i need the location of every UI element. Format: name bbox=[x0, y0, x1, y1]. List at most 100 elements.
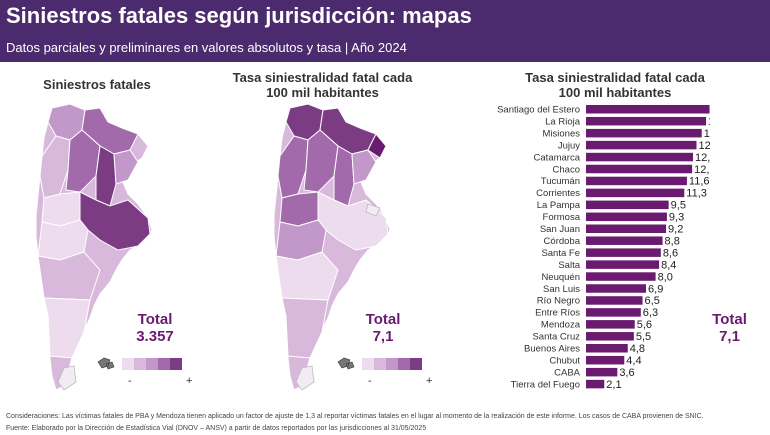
region-cordoba bbox=[65, 129, 101, 193]
legend-swatch bbox=[146, 358, 158, 370]
bar bbox=[586, 344, 628, 353]
value-label: 5,6 bbox=[637, 319, 652, 331]
category-label: Buenos Aires bbox=[524, 344, 580, 355]
footer-source: Fuente: Elaborado por la Dirección de Es… bbox=[6, 425, 427, 432]
rate-bar-chart: Santiago del Estero14,2La Rioja13,8Misio… bbox=[497, 105, 710, 391]
legend-minus: - bbox=[128, 375, 132, 387]
islands-icon bbox=[97, 357, 115, 370]
value-label: 11,3 bbox=[686, 188, 707, 200]
page-title: Siniestros fatales según jurisdicción: m… bbox=[6, 3, 472, 28]
value-label: 8,0 bbox=[658, 271, 673, 283]
category-label: Río Negro bbox=[537, 296, 580, 307]
legend-plus: + bbox=[186, 375, 192, 387]
islands-icon bbox=[337, 357, 355, 370]
legend-plus: + bbox=[426, 375, 432, 387]
category-label: Tierra del Fuego bbox=[511, 379, 580, 390]
category-label: Santa Fe bbox=[541, 248, 580, 259]
region-entrerios bbox=[113, 149, 139, 185]
map1-title: Siniestros fatales bbox=[43, 77, 151, 92]
category-label: San Juan bbox=[540, 224, 580, 235]
bar bbox=[586, 224, 667, 233]
bar bbox=[586, 284, 647, 293]
legend-minus: - bbox=[368, 375, 372, 387]
category-label: La Pampa bbox=[537, 200, 581, 211]
value-label: 3,6 bbox=[619, 367, 634, 379]
value-label: 8,4 bbox=[661, 259, 676, 271]
legend-swatch bbox=[158, 358, 170, 370]
region-cordoba bbox=[303, 129, 339, 193]
region-lapampa bbox=[279, 191, 319, 227]
value-label: 13,3 bbox=[704, 128, 710, 140]
bar bbox=[586, 188, 685, 198]
value-label: 9,2 bbox=[668, 224, 683, 236]
bar bbox=[586, 367, 618, 377]
category-label: Tucumán bbox=[541, 176, 580, 187]
category-label: Santa Cruz bbox=[532, 332, 580, 343]
page-subtitle: Datos parciales y preliminares en valore… bbox=[6, 40, 407, 55]
region-tierradelfuego bbox=[295, 365, 315, 391]
map2-total-value: 7,1 bbox=[372, 328, 394, 345]
category-label: Misiones bbox=[543, 128, 581, 139]
bar bbox=[586, 128, 702, 138]
bar bbox=[586, 260, 660, 269]
map2-title: Tasa siniestralidad fatal cada 100 mil h… bbox=[215, 70, 430, 100]
bar bbox=[586, 296, 643, 305]
map1-total-value: 3.357 bbox=[136, 328, 174, 345]
bar-chart-title: Tasa siniestralidad fatal cada 100 mil h… bbox=[500, 70, 730, 100]
category-label: Santiago del Estero bbox=[497, 105, 580, 116]
category-label: Neuquén bbox=[541, 272, 580, 283]
category-label: La Rioja bbox=[545, 116, 581, 127]
value-label: 4,4 bbox=[626, 355, 641, 367]
bar bbox=[586, 105, 710, 114]
bar bbox=[586, 176, 687, 186]
legend-swatch bbox=[410, 358, 422, 370]
value-label: 6,3 bbox=[643, 307, 658, 319]
value-label: 9,3 bbox=[669, 212, 684, 224]
bar-chart-title-line1: Tasa siniestralidad fatal cada bbox=[525, 70, 705, 85]
map2-argentina-rate bbox=[273, 103, 391, 391]
category-label: Formosa bbox=[543, 212, 581, 223]
category-label: San Luis bbox=[543, 284, 580, 295]
category-label: Jujuy bbox=[558, 140, 580, 151]
bar-total-value: 7,1 bbox=[719, 328, 740, 345]
bar bbox=[586, 152, 694, 162]
region-caba bbox=[365, 203, 381, 217]
bar bbox=[586, 379, 605, 389]
category-label: Chubut bbox=[549, 355, 580, 366]
region-tierradelfuego bbox=[57, 365, 77, 391]
legend-swatch bbox=[170, 358, 182, 370]
bar bbox=[586, 272, 656, 281]
map1-total-label: Total bbox=[137, 311, 173, 328]
bar bbox=[586, 355, 625, 365]
map1-argentina-fatalities bbox=[35, 103, 153, 391]
bar-total-label: Total bbox=[712, 311, 747, 328]
legend-swatch bbox=[374, 358, 386, 370]
bar-chart-title-line2: 100 mil habitantes bbox=[558, 85, 672, 100]
bar bbox=[586, 308, 641, 317]
map2-legend: - + bbox=[337, 357, 432, 387]
value-label: 12,3 bbox=[695, 152, 710, 164]
legend-swatch bbox=[134, 358, 146, 370]
legend-swatch bbox=[398, 358, 410, 370]
value-label: 4,8 bbox=[630, 343, 645, 355]
legend-swatch bbox=[122, 358, 134, 370]
value-label: 12,2 bbox=[694, 164, 710, 176]
value-label: 9,5 bbox=[671, 200, 686, 212]
value-label: 6,9 bbox=[648, 283, 663, 295]
bar bbox=[586, 248, 661, 257]
region-santacruz bbox=[281, 297, 329, 359]
region-lapampa bbox=[41, 191, 81, 227]
bar bbox=[586, 140, 697, 150]
region-cuyo bbox=[39, 135, 71, 199]
legend-swatch bbox=[362, 358, 374, 370]
bar bbox=[586, 200, 669, 210]
value-label: 2,1 bbox=[606, 379, 621, 391]
value-label: 8,8 bbox=[665, 235, 680, 247]
region-misiones bbox=[367, 133, 387, 159]
footer-considerations: Consideraciones: Las víctimas fatales de… bbox=[6, 413, 704, 420]
region-cuyo bbox=[277, 135, 309, 199]
bar bbox=[586, 164, 693, 174]
region-chubut bbox=[37, 251, 101, 301]
category-label: Entre Ríos bbox=[535, 308, 580, 319]
region-chubut bbox=[275, 251, 339, 301]
